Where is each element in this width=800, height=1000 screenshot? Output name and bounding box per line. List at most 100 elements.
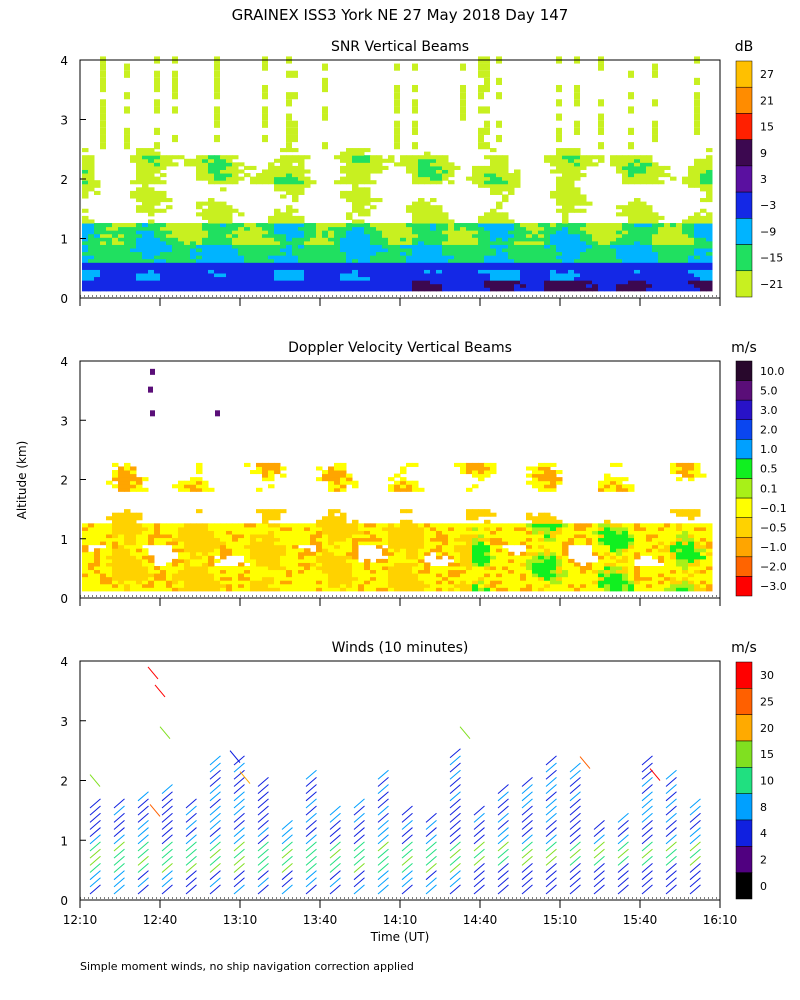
snr-cell [412, 273, 419, 278]
snr-cell [190, 276, 197, 281]
snr-cell [364, 283, 371, 288]
velocity-cell [406, 587, 413, 592]
velocity-cell [340, 480, 347, 485]
velocity-cell [478, 566, 485, 571]
snr-cell [520, 237, 527, 242]
x-axis-label: Time (UT) [370, 930, 430, 944]
velocity-cell [430, 573, 437, 578]
velocity-cell [94, 576, 101, 581]
snr-cell [250, 165, 257, 170]
snr-cell [358, 151, 365, 156]
snr-cell [448, 180, 455, 185]
velocity-cell [196, 534, 203, 539]
snr-cell [100, 265, 107, 270]
velocity-cell [634, 573, 641, 578]
velocity-cell [454, 541, 461, 546]
snr-cell [388, 283, 395, 288]
snr-cell [526, 273, 533, 278]
snr-cell [244, 251, 251, 256]
snr-cell [82, 287, 89, 292]
velocity-cell [352, 583, 359, 588]
snr-cell [502, 237, 509, 242]
snr-cell [184, 230, 191, 235]
snr-cell [328, 258, 335, 263]
snr-cell [652, 162, 659, 167]
snr-cell [418, 244, 425, 249]
snr-cell [262, 240, 269, 245]
snr-cell [658, 240, 665, 245]
snr-cell [406, 265, 413, 270]
snr-cell [196, 223, 203, 228]
snr-cell [580, 287, 587, 292]
snr-cell [196, 205, 203, 210]
velocity-cell [358, 537, 365, 542]
velocity-cell [148, 537, 155, 542]
snr-cell [586, 244, 593, 249]
snr-cell [574, 233, 581, 238]
snr-cell [160, 283, 167, 288]
velocity-cell [382, 562, 389, 567]
snr-cell [478, 219, 485, 224]
snr-cell [250, 265, 257, 270]
snr-cell [562, 230, 569, 235]
snr-cell [562, 158, 569, 163]
snr-cell [478, 142, 484, 150]
velocity-cell [406, 530, 413, 535]
velocity-cell [448, 569, 455, 574]
snr-cell [658, 251, 665, 256]
snr-cell [586, 273, 593, 278]
snr-cell [442, 219, 449, 224]
velocity-cell [616, 487, 623, 492]
velocity-cell [256, 487, 263, 492]
snr-cell [688, 276, 695, 281]
snr-cell [670, 223, 677, 228]
snr-cell [562, 208, 569, 213]
snr-cell [304, 251, 311, 256]
velocity-cell [208, 526, 215, 531]
velocity-cell [538, 551, 545, 556]
velocity-cell [460, 548, 467, 553]
snr-cell [364, 180, 371, 185]
snr-cell [154, 244, 161, 249]
snr-cell [376, 287, 383, 292]
velocity-cell [418, 558, 425, 563]
velocity-cell [628, 526, 635, 531]
velocity-cell [454, 548, 461, 553]
snr-cell [256, 237, 263, 242]
velocity-cell [280, 562, 287, 567]
velocity-cell [184, 480, 191, 485]
snr-cell [598, 63, 604, 71]
snr-cell [706, 240, 713, 245]
snr-cell [640, 155, 647, 160]
snr-cell [418, 276, 425, 281]
snr-cell [658, 223, 665, 228]
snr-cell [652, 180, 659, 185]
velocity-cell [166, 541, 173, 546]
velocity-cell [226, 537, 233, 542]
snr-cell [298, 273, 305, 278]
velocity-cell [334, 534, 341, 539]
snr-cell [688, 180, 695, 185]
snr-cell [346, 148, 353, 153]
velocity-cell [400, 537, 407, 542]
snr-cell [256, 276, 263, 281]
velocity-cell [586, 576, 593, 581]
snr-cell [418, 237, 425, 242]
snr-cell [280, 248, 287, 253]
velocity-cell [280, 541, 287, 546]
snr-cell [568, 287, 575, 292]
snr-cell [124, 265, 131, 270]
snr-cell [538, 244, 545, 249]
velocity-cell [298, 576, 305, 581]
snr-cell [166, 237, 173, 242]
snr-cell [484, 269, 491, 274]
snr-cell [334, 269, 341, 274]
velocity-cell [304, 576, 311, 581]
snr-cell [652, 215, 659, 220]
snr-cell [694, 273, 701, 278]
snr-cell [220, 280, 227, 285]
velocity-cell [304, 523, 311, 528]
velocity-cell [598, 544, 605, 549]
snr-cell [226, 240, 233, 245]
velocity-cell [478, 477, 485, 482]
